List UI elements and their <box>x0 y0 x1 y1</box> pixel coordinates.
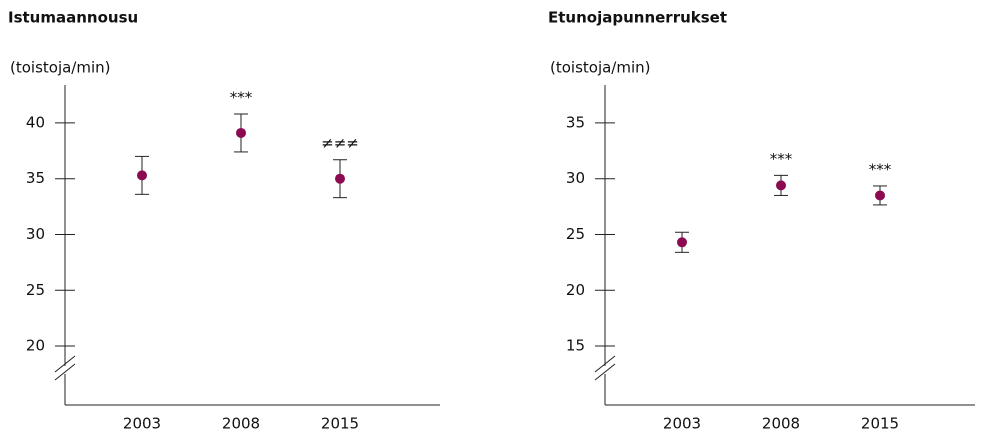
x-tick-label: 2008 <box>222 415 260 433</box>
annotation: ≠≠≠ <box>321 134 359 152</box>
point <box>236 127 246 138</box>
y-tick-label: 15 <box>566 337 585 355</box>
y-tick-label: 20 <box>26 337 45 355</box>
point <box>137 170 147 181</box>
x-tick-label: 2008 <box>762 415 800 433</box>
y-tick-label: 35 <box>26 169 45 187</box>
annotation: *** <box>770 150 793 168</box>
y-tick-label: 30 <box>26 225 45 243</box>
annotation: *** <box>869 160 892 178</box>
axis-break <box>594 355 616 373</box>
y-tick-label: 20 <box>566 281 585 299</box>
annotation: *** <box>230 89 253 107</box>
axis-break <box>54 355 76 373</box>
y-tick-label: 40 <box>26 113 45 131</box>
point <box>776 180 786 191</box>
point <box>335 173 345 184</box>
y-tick-label: 30 <box>566 169 585 187</box>
x-tick-label: 2015 <box>861 415 899 433</box>
y-tick-label: 25 <box>26 281 45 299</box>
y-tick-label: 25 <box>566 225 585 243</box>
x-tick-label: 2015 <box>321 415 359 433</box>
x-tick-label: 2003 <box>663 415 701 433</box>
chart-title: Istumaannousu <box>8 9 138 27</box>
y-tick-label: 35 <box>566 113 585 131</box>
chart-title: Etunojapunnerrukset <box>548 9 727 27</box>
point <box>677 237 687 248</box>
point <box>875 190 885 201</box>
axis-break <box>54 363 76 381</box>
y-axis-label: (toistoja/min) <box>550 59 651 77</box>
y-axis-label: (toistoja/min) <box>10 59 111 77</box>
x-tick-label: 2003 <box>123 415 161 433</box>
axis-break <box>594 363 616 381</box>
